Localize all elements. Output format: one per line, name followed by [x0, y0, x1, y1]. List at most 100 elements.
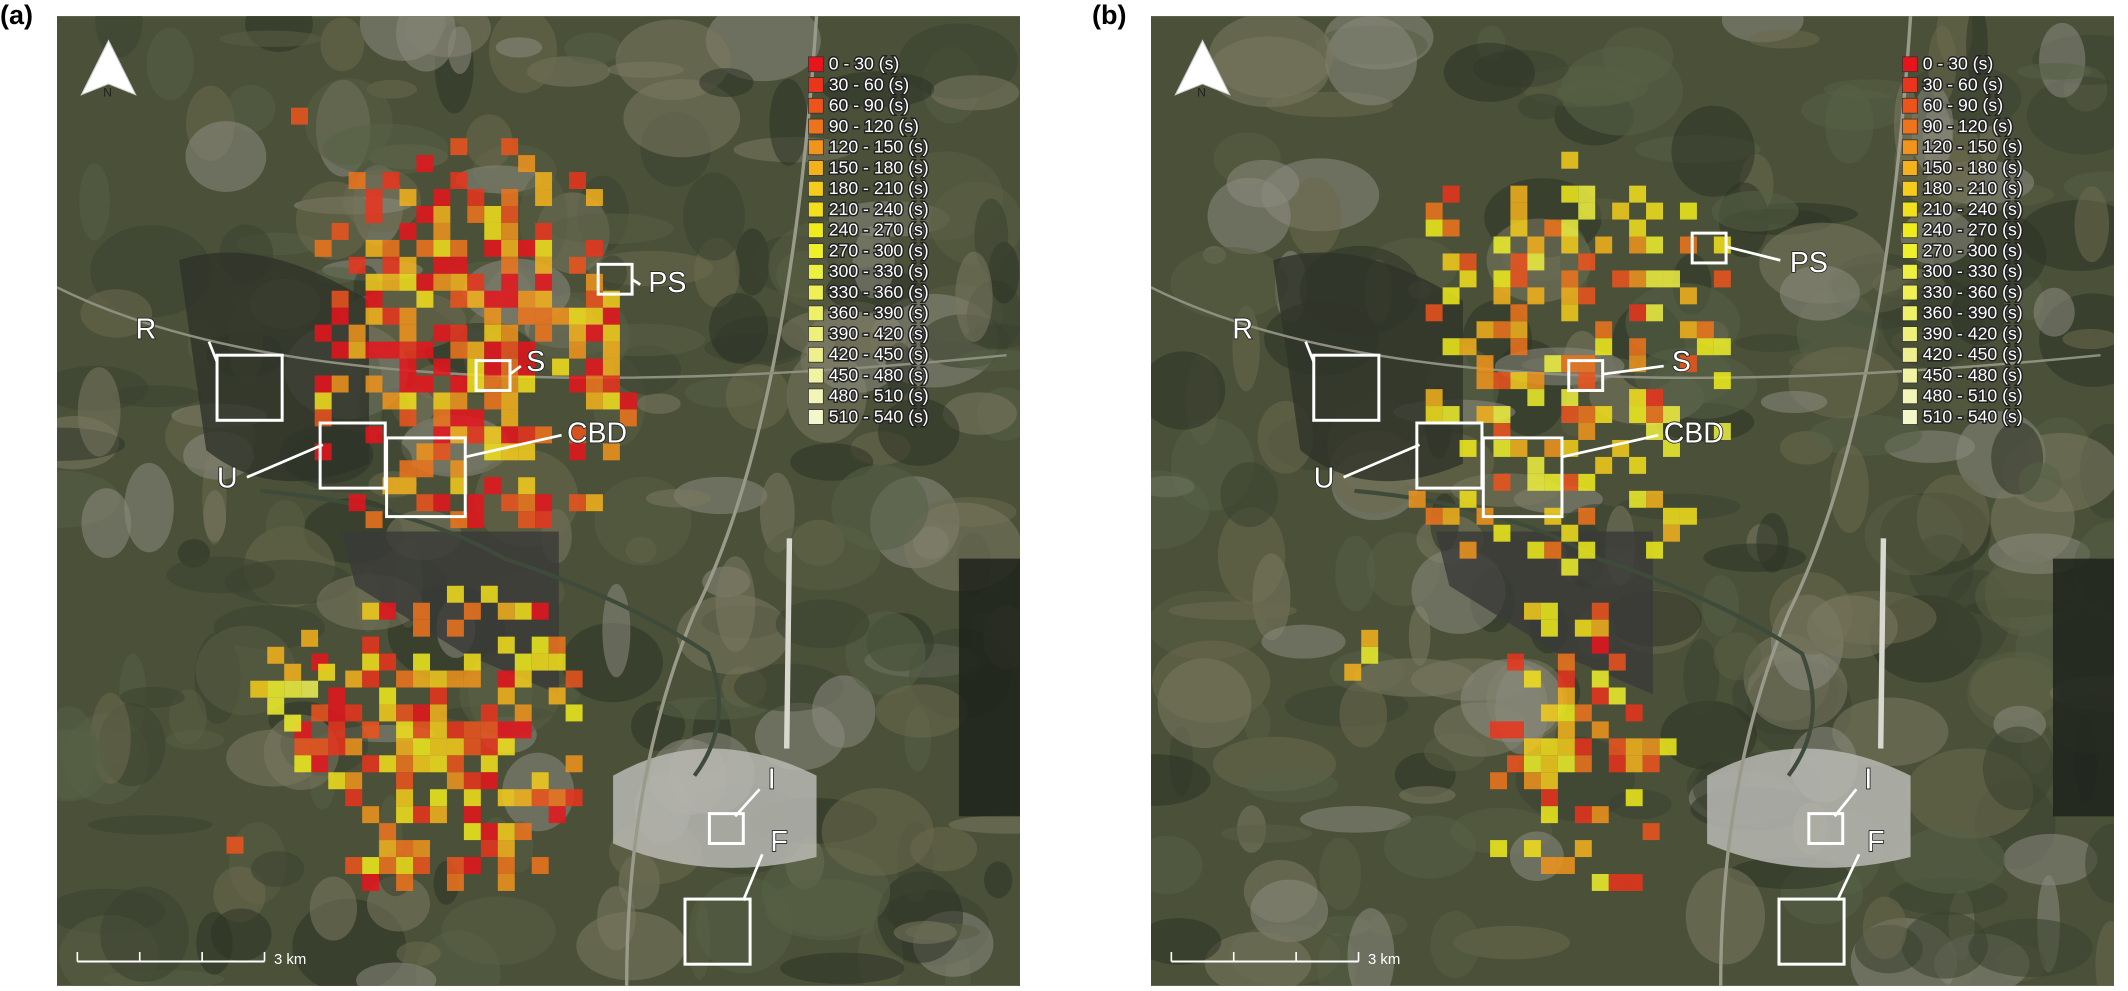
heat-cell [450, 138, 468, 156]
terrain-patch [893, 921, 957, 944]
heat-cell [514, 602, 532, 620]
terrain-patch [831, 464, 929, 551]
heat-cell [1679, 321, 1697, 339]
heat-cell [467, 205, 485, 223]
heat-cell [535, 494, 553, 512]
terrain-patch [1220, 824, 1313, 843]
heat-cell [416, 341, 434, 359]
heat-cell [484, 358, 502, 376]
heat-cell [294, 755, 312, 773]
terrain-patch [1685, 867, 1766, 965]
terrain-patch [930, 75, 1020, 111]
heat-cell [1540, 789, 1558, 807]
heat-cell [450, 392, 468, 410]
heat-cell [1629, 304, 1647, 322]
area-label: U [1314, 462, 1335, 494]
terrain-patch [320, 17, 365, 72]
terrain-patch [852, 226, 895, 299]
heat-cell [569, 375, 586, 393]
heat-cell [535, 222, 553, 240]
heat-cell [1561, 473, 1579, 491]
heat-cell [1629, 219, 1647, 237]
leader-line [207, 341, 219, 363]
heat-cell [1625, 789, 1643, 807]
terrain-patch [1299, 806, 1412, 833]
heat-cell [1408, 490, 1426, 508]
terrain-patch [2039, 22, 2086, 98]
heat-cell [602, 341, 620, 359]
heat-cell [416, 290, 434, 308]
terrain-patch [1151, 470, 1210, 550]
heat-cell [501, 205, 519, 223]
legend-swatch [808, 284, 824, 301]
terrain-patch [79, 163, 110, 241]
heat-cell [1527, 236, 1545, 254]
heat-cell [365, 511, 383, 529]
terrain-patch [1806, 595, 1898, 659]
heat-cell [480, 585, 498, 603]
heat-cell [1490, 840, 1508, 858]
heat-cell [467, 189, 485, 206]
area-box [1807, 812, 1845, 845]
terrain-patch [1982, 726, 2055, 811]
heat-cell [379, 653, 397, 671]
terrain-patch [1900, 209, 1975, 265]
heat-cell [1510, 304, 1528, 322]
legend-swatch [808, 409, 824, 425]
heat-cell [1459, 270, 1477, 288]
terrain-patch [1517, 93, 1564, 120]
terrain-patch [251, 850, 305, 887]
heat-cell [501, 189, 519, 206]
runway [1877, 538, 1887, 749]
heat-cell [1425, 202, 1443, 220]
terrain-patch [612, 344, 681, 395]
legend-swatch [808, 326, 824, 342]
legend-label: 330 - 360 (s) [1923, 282, 2023, 302]
heat-cell [1578, 507, 1596, 525]
heat-cell [463, 806, 481, 824]
heat-cell [379, 823, 397, 841]
heat-cell [497, 873, 515, 891]
terrain-patch [1824, 84, 1874, 164]
heat-cell [1561, 287, 1579, 305]
heat-cell [1493, 406, 1511, 424]
heat-cell [1510, 372, 1528, 390]
terrain-patch [396, 941, 441, 966]
heat-cell [362, 602, 380, 620]
terrain-patch [1220, 462, 1279, 528]
heat-cell [1540, 772, 1558, 790]
area-label: PS [1790, 247, 1828, 279]
heat-cell [552, 358, 570, 376]
heat-cell [1459, 439, 1477, 457]
area-label: PS [648, 267, 686, 299]
heat-cell [1442, 185, 1460, 203]
terrain-patch [1244, 701, 1271, 746]
heat-cell [1344, 663, 1362, 681]
heat-cell [484, 375, 502, 393]
heat-cell [1507, 755, 1524, 773]
heat-cell [531, 636, 549, 654]
terrain-patch [1901, 911, 1989, 979]
heat-cell [429, 806, 447, 824]
terrain-patch [1832, 697, 1949, 767]
terrain-patch [219, 30, 322, 47]
heat-cell [535, 239, 553, 257]
terrain-patch [356, 962, 437, 986]
heat-cell [1608, 687, 1626, 705]
heat-cell [396, 806, 414, 824]
heat-cell [450, 256, 468, 274]
heat-cell [365, 307, 383, 325]
legend-swatch [808, 56, 824, 73]
heat-cell [1540, 619, 1558, 637]
heat-cell [413, 670, 430, 688]
heat-cell [535, 290, 553, 308]
legend-swatch [808, 77, 824, 93]
heat-cell [569, 172, 586, 190]
heat-cell [382, 392, 400, 410]
heat-cell [569, 307, 586, 325]
area-label: R [136, 313, 157, 345]
terrain-patch [1862, 896, 1907, 960]
heat-cell [497, 823, 515, 841]
heat-cell [619, 409, 637, 427]
heat-cell [416, 273, 434, 291]
